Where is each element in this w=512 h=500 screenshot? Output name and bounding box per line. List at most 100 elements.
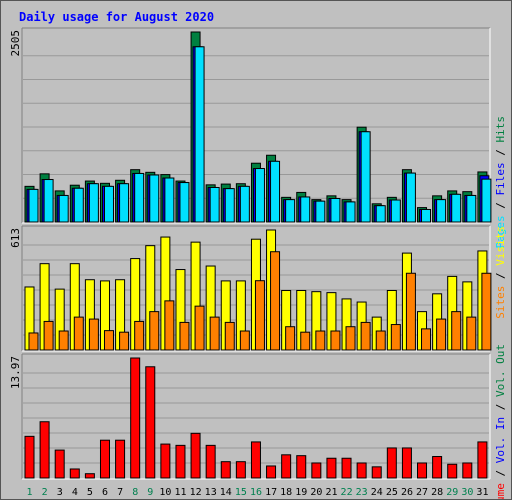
- sites-bar: [194, 305, 205, 351]
- volume-bar: [130, 357, 141, 479]
- sites-bar: [390, 324, 401, 351]
- legend-files: Files: [494, 162, 507, 195]
- volume-bar: [386, 447, 397, 479]
- day-label: 16: [250, 487, 262, 498]
- sites-bar: [300, 331, 311, 351]
- pages-bar: [375, 205, 386, 223]
- volume-bar: [190, 432, 201, 479]
- pages-bar: [345, 201, 356, 223]
- sites-bar: [149, 311, 160, 351]
- sites-bar: [436, 318, 447, 351]
- pages-bar: [270, 160, 281, 223]
- max-value-label: 13.97: [9, 356, 22, 389]
- sites-bar: [285, 326, 296, 351]
- volume-bar: [447, 463, 458, 479]
- max-value-label: 2505: [9, 30, 22, 57]
- volume-bar: [250, 441, 261, 479]
- day-label: 10: [159, 487, 171, 498]
- volume-bar: [281, 454, 292, 479]
- pages-bar: [436, 199, 447, 223]
- pages-bar: [103, 185, 114, 223]
- pages-bar: [254, 168, 265, 223]
- pages-bar: [466, 194, 477, 223]
- volume-bar: [477, 441, 488, 479]
- volume-bar: [326, 457, 337, 479]
- sites-bar: [28, 332, 39, 351]
- legend-visits: Visits: [494, 226, 507, 266]
- day-label: 1: [27, 487, 33, 498]
- day-label: 22: [341, 487, 353, 498]
- volume-bar: [24, 435, 35, 479]
- legend-separator: /: [494, 397, 507, 417]
- day-label: 23: [356, 487, 368, 498]
- day-label: 18: [280, 487, 292, 498]
- volume-bar: [99, 439, 110, 479]
- legend-hits: Hits: [494, 116, 507, 143]
- pages-bar: [315, 200, 326, 223]
- day-label: 11: [174, 487, 186, 498]
- volume-bar: [432, 456, 443, 479]
- pages-bar: [149, 174, 160, 223]
- sites-bar: [330, 330, 341, 351]
- panel-volume-frame: [21, 353, 491, 480]
- sites-bar: [103, 330, 114, 351]
- legend-volume: Volume / Vol. In / Vol. Out: [494, 344, 507, 499]
- day-label: 6: [102, 487, 108, 498]
- pages-bar: [285, 199, 296, 223]
- volume-bar: [84, 473, 95, 479]
- day-label: 4: [72, 487, 78, 498]
- sites-bar: [451, 311, 462, 351]
- pages-bar: [194, 46, 205, 223]
- day-label: 9: [147, 487, 153, 498]
- sites-bar: [466, 316, 477, 351]
- pages-bar: [390, 199, 401, 223]
- sites-bar: [209, 316, 220, 351]
- panel-visits-sites-frame: [21, 225, 492, 352]
- volume-bar: [115, 439, 126, 479]
- sites-bar: [224, 321, 235, 351]
- legend-volume: Volume: [494, 483, 507, 499]
- legend-hits-files-pages: Pages / Files / Hits: [494, 116, 507, 249]
- chart-title: Daily usage for August 2020: [19, 10, 214, 24]
- volume-bar: [341, 457, 352, 479]
- pages-bar: [300, 196, 311, 223]
- day-label: 3: [57, 487, 63, 498]
- volume-bar: [401, 447, 412, 479]
- sites-bar: [270, 251, 281, 351]
- day-label: 21: [325, 487, 337, 498]
- sites-bar: [134, 320, 145, 351]
- pages-bar: [58, 194, 69, 223]
- volume-bar: [39, 421, 50, 479]
- pages-bar: [481, 178, 492, 223]
- day-label: 28: [431, 487, 443, 498]
- legend-visits-sites: Sites / Visits: [494, 226, 507, 319]
- sites-bar: [58, 330, 69, 351]
- max-value-label: 613: [9, 228, 22, 248]
- day-label: 27: [416, 487, 428, 498]
- day-label: 24: [371, 487, 383, 498]
- day-label: 8: [132, 487, 138, 498]
- volume-bar: [356, 462, 367, 479]
- pages-bar: [330, 197, 341, 223]
- pages-bar: [239, 185, 250, 223]
- volume-bar: [417, 462, 428, 479]
- volume-bar: [54, 449, 65, 479]
- day-label: 12: [190, 487, 202, 498]
- legend-vol-out: Vol. Out: [494, 344, 507, 397]
- legend-sites: Sites: [494, 286, 507, 319]
- sites-bar: [481, 272, 492, 351]
- sites-bar: [405, 272, 416, 351]
- volume-bar: [266, 465, 277, 479]
- day-label: 29: [446, 487, 458, 498]
- volume-bar: [371, 466, 382, 479]
- volume-bar: [69, 468, 80, 479]
- sites-bar: [315, 330, 326, 351]
- sites-bar: [73, 316, 84, 351]
- legend-pages: Pages: [494, 215, 507, 248]
- day-label: 20: [310, 487, 322, 498]
- legend-separator: /: [494, 266, 507, 286]
- panel-hits-files-pages-frame: [21, 27, 492, 224]
- volume-bar: [205, 444, 216, 479]
